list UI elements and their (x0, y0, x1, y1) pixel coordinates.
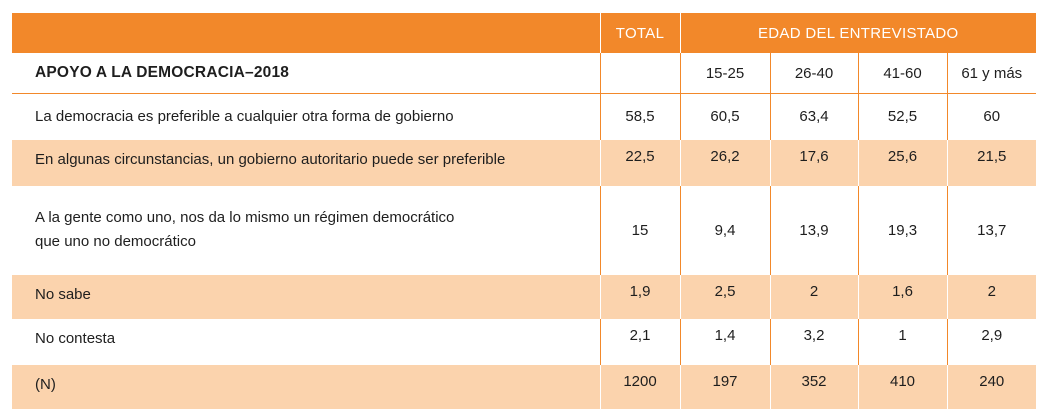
row-label-line: que uno no democrático (35, 233, 196, 250)
row-label-line: En algunas circunstancias, un gobierno a… (35, 150, 506, 168)
cell-15-25: 26,2 (679, 139, 770, 186)
row-label-line: La democracia es preferible a cualquier … (35, 107, 454, 125)
age-column-15-25: 15-25 (679, 53, 770, 94)
row-label: No sabe (12, 274, 600, 319)
cell-61-plus: 2,9 (946, 318, 1037, 365)
cell-15-25: 1,4 (679, 318, 770, 365)
cell-41-60: 1 (857, 318, 947, 365)
age-column-61-plus: 61 y más (946, 53, 1037, 94)
row-label: (N) (12, 364, 600, 409)
table-row: No sabe 1,9 2,5 2 1,6 2 (12, 274, 1037, 319)
header-blank (12, 13, 600, 53)
row-label-line: No sabe (35, 285, 91, 303)
cell-15-25: 9,4 (679, 185, 770, 275)
survey-table: TOTAL EDAD DEL ENTREVISTADO APOYO A LA D… (12, 13, 1037, 409)
row-label-line: (N) (35, 375, 56, 393)
cell-41-60: 52,5 (857, 93, 947, 140)
cell-total: 58,5 (599, 93, 680, 140)
cell-26-40: 63,4 (769, 93, 858, 140)
row-label-line: No contesta (35, 329, 116, 347)
cell-26-40: 2 (769, 274, 858, 319)
cell-total: 1,9 (599, 274, 680, 319)
row-label: A la gente como uno, nos da lo mismo un … (12, 186, 600, 275)
table-row: A la gente como uno, nos da lo mismo un … (12, 185, 1037, 275)
cell-15-25: 197 (679, 364, 770, 409)
cell-61-plus: 21,5 (946, 139, 1037, 186)
table-row: En algunas circunstancias, un gobierno a… (12, 139, 1037, 186)
row-label: En algunas circunstancias, un gobierno a… (12, 139, 600, 186)
cell-61-plus: 60 (946, 93, 1037, 140)
table-row: No contesta 2,1 1,4 3,2 1 2,9 (12, 318, 1037, 365)
age-column-26-40: 26-40 (769, 53, 858, 94)
age-column-41-60: 41-60 (857, 53, 947, 94)
table-row: (N) 1200 197 352 410 240 (12, 364, 1037, 409)
table-row: La democracia es preferible a cualquier … (12, 93, 1037, 140)
cell-41-60: 25,6 (857, 139, 947, 186)
header-total: TOTAL (599, 13, 680, 53)
table-title: APOYO A LA DEMOCRACIA–2018 (12, 53, 600, 94)
cell-15-25: 60,5 (679, 93, 770, 140)
cell-61-plus: 2 (946, 274, 1037, 319)
cell-41-60: 19,3 (857, 185, 947, 275)
cell-26-40: 352 (769, 364, 858, 409)
row-label: No contesta (12, 319, 600, 365)
row-label-line: A la gente como uno, nos da lo mismo un … (35, 209, 455, 226)
cell-total: 1200 (599, 364, 680, 409)
cell-41-60: 1,6 (857, 274, 947, 319)
cell-total: 22,5 (599, 139, 680, 186)
cell-26-40: 13,9 (769, 185, 858, 275)
cell-total: 2,1 (599, 318, 680, 365)
header-row: TOTAL EDAD DEL ENTREVISTADO (12, 13, 1037, 53)
cell-26-40: 3,2 (769, 318, 858, 365)
cell-26-40: 17,6 (769, 139, 858, 186)
subheader-total-blank (599, 53, 680, 94)
cell-15-25: 2,5 (679, 274, 770, 319)
cell-61-plus: 13,7 (946, 185, 1037, 275)
cell-41-60: 410 (857, 364, 947, 409)
row-label: La democracia es preferible a cualquier … (12, 94, 600, 140)
cell-61-plus: 240 (946, 364, 1037, 409)
header-age-group: EDAD DEL ENTREVISTADO (679, 13, 1037, 53)
subheader-row: APOYO A LA DEMOCRACIA–2018 15-25 26-40 4… (12, 53, 1037, 94)
cell-total: 15 (599, 185, 680, 275)
